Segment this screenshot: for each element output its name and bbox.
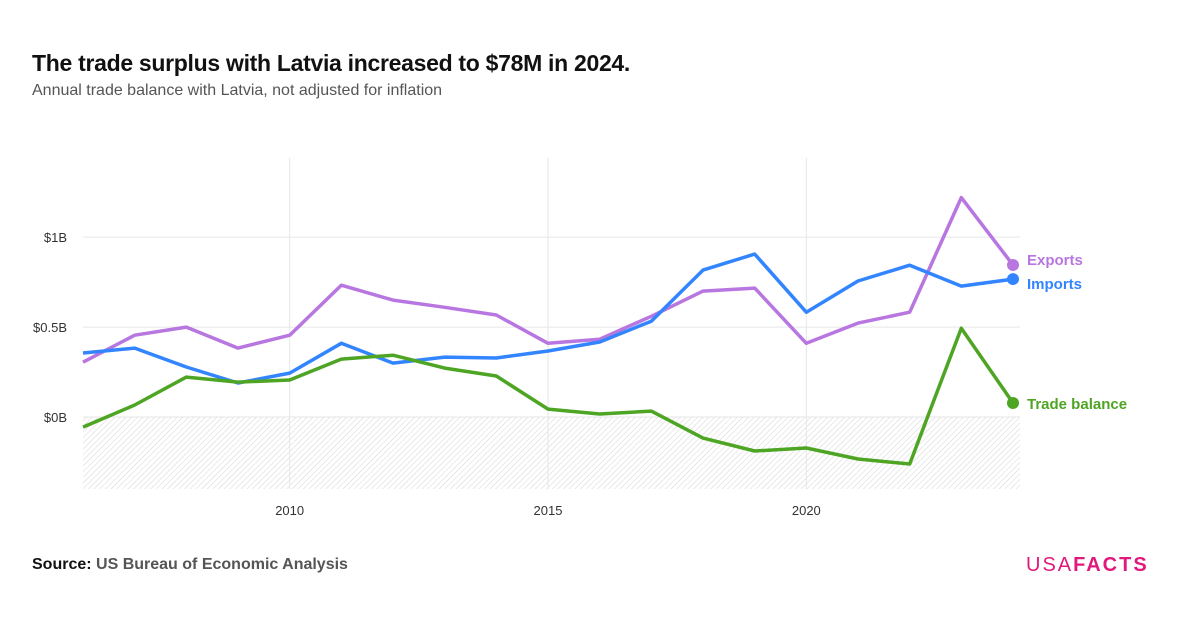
source-label: Source:	[32, 556, 92, 573]
y-tick-label: $0B	[44, 410, 67, 425]
trade-balance-end-marker	[1007, 397, 1019, 410]
x-tick-label: 2015	[534, 503, 563, 518]
imports-end-marker	[1007, 273, 1019, 286]
x-tick-label: 2010	[275, 503, 304, 518]
exports-label: Exports	[1027, 252, 1083, 269]
logo-usa: USA	[1026, 554, 1074, 576]
source-text: US Bureau of Economic Analysis	[96, 556, 348, 573]
negative-region-hatch	[83, 417, 1020, 489]
x-tick-label: 2020	[792, 503, 821, 518]
trade-balance-label: Trade balance	[1027, 396, 1127, 413]
logo-facts: FACTS	[1073, 554, 1149, 576]
y-tick-label: $1B	[44, 230, 67, 245]
chart-title: The trade surplus with Latvia increased …	[32, 50, 631, 76]
chart-subtitle: Annual trade balance with Latvia, not ad…	[32, 82, 443, 99]
source-note: Source: US Bureau of Economic Analysis	[32, 556, 348, 574]
usafacts-logo[interactable]: USAFACTS	[1026, 554, 1149, 577]
exports-end-marker	[1007, 259, 1019, 272]
trade-balance-line	[82, 326, 1015, 466]
exports-line	[82, 195, 1015, 364]
imports-label: Imports	[1027, 276, 1082, 293]
y-tick-label: $0.5B	[33, 320, 67, 335]
